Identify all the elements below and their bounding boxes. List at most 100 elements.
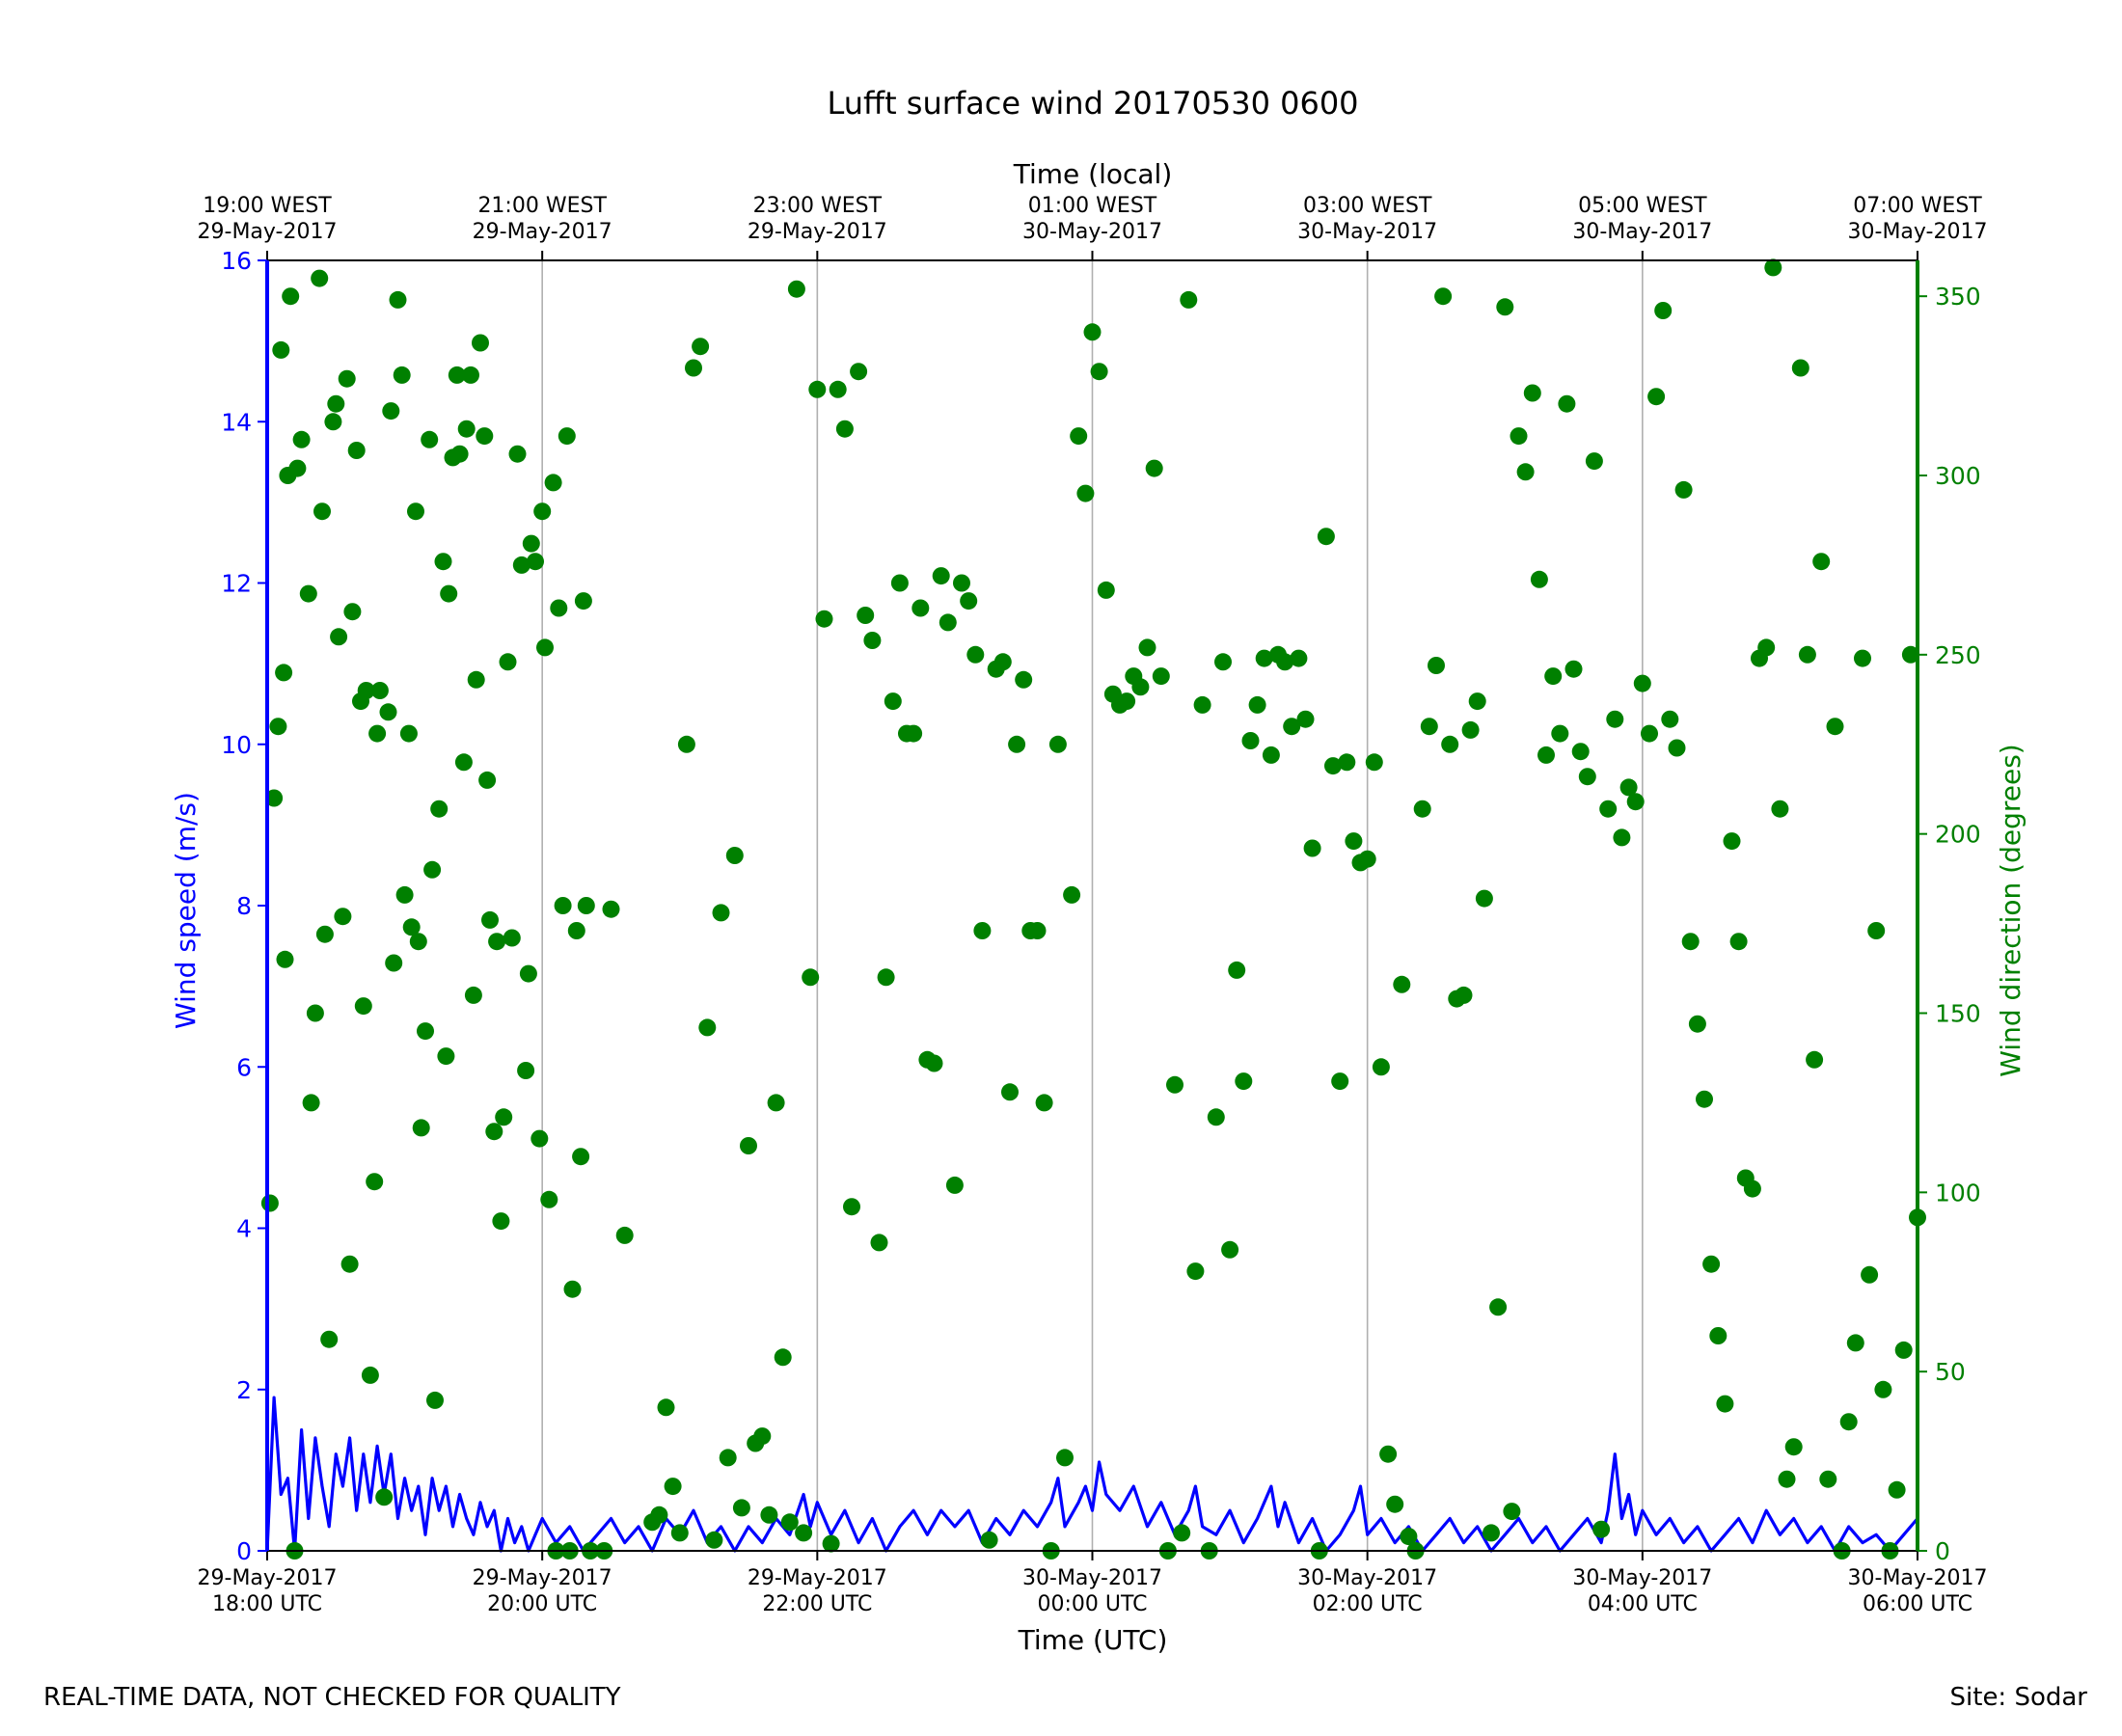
wind-direction-point xyxy=(385,954,403,972)
wind-direction-point xyxy=(1441,735,1459,753)
wind-direction-point xyxy=(1901,645,1919,664)
wind-direction-point xyxy=(540,1190,558,1208)
wind-direction-point xyxy=(1688,1015,1706,1033)
wind-speed-series xyxy=(265,1396,1919,1553)
wind-direction-point xyxy=(1393,975,1411,993)
wind-direction-point xyxy=(1606,710,1624,728)
wind-direction-point xyxy=(334,908,352,926)
x2-tick-label: 30-May-2017 xyxy=(1297,220,1437,244)
x2-tick-label: 29-May-2017 xyxy=(198,220,338,244)
wind-direction-point xyxy=(1681,933,1700,951)
wind-direction-point xyxy=(1723,832,1741,851)
wind-direction-point xyxy=(340,1255,359,1273)
wind-direction-point xyxy=(884,692,902,711)
wind-direction-point xyxy=(1544,667,1563,686)
wind-direction-point xyxy=(1317,528,1335,546)
wind-direction-point xyxy=(705,1531,723,1549)
wind-direction-point xyxy=(379,703,397,721)
wind-direction-point xyxy=(1207,1108,1225,1126)
wind-direction-point xyxy=(670,1524,689,1542)
wind-direction-point xyxy=(1564,660,1583,678)
wind-direction-point xyxy=(448,366,466,384)
wind-direction-series xyxy=(260,258,1926,1560)
wind-direction-point xyxy=(890,574,909,592)
x2-tick-label: 05:00 WEST xyxy=(1578,194,1707,218)
wind-direction-point xyxy=(1661,710,1679,728)
wind-direction-point xyxy=(324,413,342,431)
wind-direction-point xyxy=(835,420,854,438)
wind-direction-point xyxy=(488,933,506,951)
wind-direction-point xyxy=(1152,667,1170,686)
wind-direction-point xyxy=(1248,695,1266,714)
wind-direction-point xyxy=(815,610,833,628)
x-tick-label: 29-May-2017 xyxy=(473,1566,612,1590)
wind-direction-point xyxy=(522,534,540,553)
wind-direction-point xyxy=(1798,645,1816,664)
wind-direction-point xyxy=(1166,1075,1183,1094)
wind-direction-point xyxy=(1324,757,1342,775)
wind-direction-point xyxy=(760,1505,778,1524)
wind-direction-point xyxy=(1056,1449,1074,1467)
wind-direction-point xyxy=(863,632,882,649)
wind-direction-point xyxy=(1530,570,1548,588)
y-tick-label: 14 xyxy=(221,408,252,436)
wind-direction-point xyxy=(530,1129,549,1148)
wind-direction-point xyxy=(457,420,476,438)
wind-direction-point xyxy=(905,724,923,743)
y2-tick-label: 50 xyxy=(1935,1358,1966,1386)
wind-direction-point xyxy=(1716,1395,1734,1413)
wind-direction-point xyxy=(1551,724,1569,743)
wind-direction-point xyxy=(664,1478,682,1496)
wind-direction-point xyxy=(1461,720,1480,739)
wind-direction-point xyxy=(1386,1495,1404,1513)
wind-direction-point xyxy=(1702,1255,1721,1273)
wind-direction-point xyxy=(1008,735,1026,753)
wind-direction-point xyxy=(802,968,820,987)
x-tick-label: 02:00 UTC xyxy=(1313,1592,1423,1616)
wind-direction-point xyxy=(1619,778,1638,797)
wind-direction-point xyxy=(572,1148,590,1166)
x-tick-label: 06:00 UTC xyxy=(1863,1592,1972,1616)
wind-direction-point xyxy=(558,427,576,446)
wind-direction-point xyxy=(1241,732,1260,749)
wind-direction-point xyxy=(276,950,294,968)
wind-direction-point xyxy=(313,502,331,521)
wind-direction-point xyxy=(1413,800,1431,818)
wind-direction-point xyxy=(1186,1262,1205,1281)
wind-direction-point xyxy=(740,1137,757,1154)
wind-direction-point xyxy=(1276,653,1294,671)
wind-direction-point xyxy=(1262,746,1280,764)
wind-direction-point xyxy=(1696,1090,1713,1108)
wind-direction-point xyxy=(1070,427,1088,446)
x-tick-label: 29-May-2017 xyxy=(198,1566,338,1590)
y2-tick-label: 200 xyxy=(1935,821,1981,849)
wind-direction-point xyxy=(1826,718,1844,736)
wind-direction-point xyxy=(1090,363,1108,381)
x-tick-label: 30-May-2017 xyxy=(1848,1566,1988,1590)
wind-direction-point xyxy=(499,653,517,671)
wind-direction-point xyxy=(1674,480,1693,499)
wind-direction-point xyxy=(1475,889,1493,908)
wind-direction-point xyxy=(1420,718,1438,736)
wind-direction-point xyxy=(712,904,730,922)
wind-direction-point xyxy=(1228,961,1246,979)
wind-direction-point xyxy=(1483,1524,1500,1542)
wind-direction-point xyxy=(1076,484,1095,502)
wind-direction-point xyxy=(1729,933,1748,951)
wind-direction-point xyxy=(464,986,482,1004)
wind-direction-point xyxy=(774,1348,792,1367)
x-axis-label: Time (UTC) xyxy=(1018,1624,1168,1656)
wind-direction-point xyxy=(753,1427,772,1446)
wind-direction-point xyxy=(1874,1380,1892,1398)
wind-direction-point xyxy=(870,1234,888,1252)
wind-direction-point xyxy=(780,1513,799,1532)
wind-direction-point xyxy=(315,925,334,943)
wind-speed-line xyxy=(265,1396,1919,1553)
wind-direction-point xyxy=(850,363,868,381)
wind-direction-point xyxy=(615,1226,634,1244)
wind-direction-point xyxy=(330,628,348,646)
wind-direction-point xyxy=(370,682,389,699)
wind-direction-point xyxy=(1221,1240,1239,1259)
